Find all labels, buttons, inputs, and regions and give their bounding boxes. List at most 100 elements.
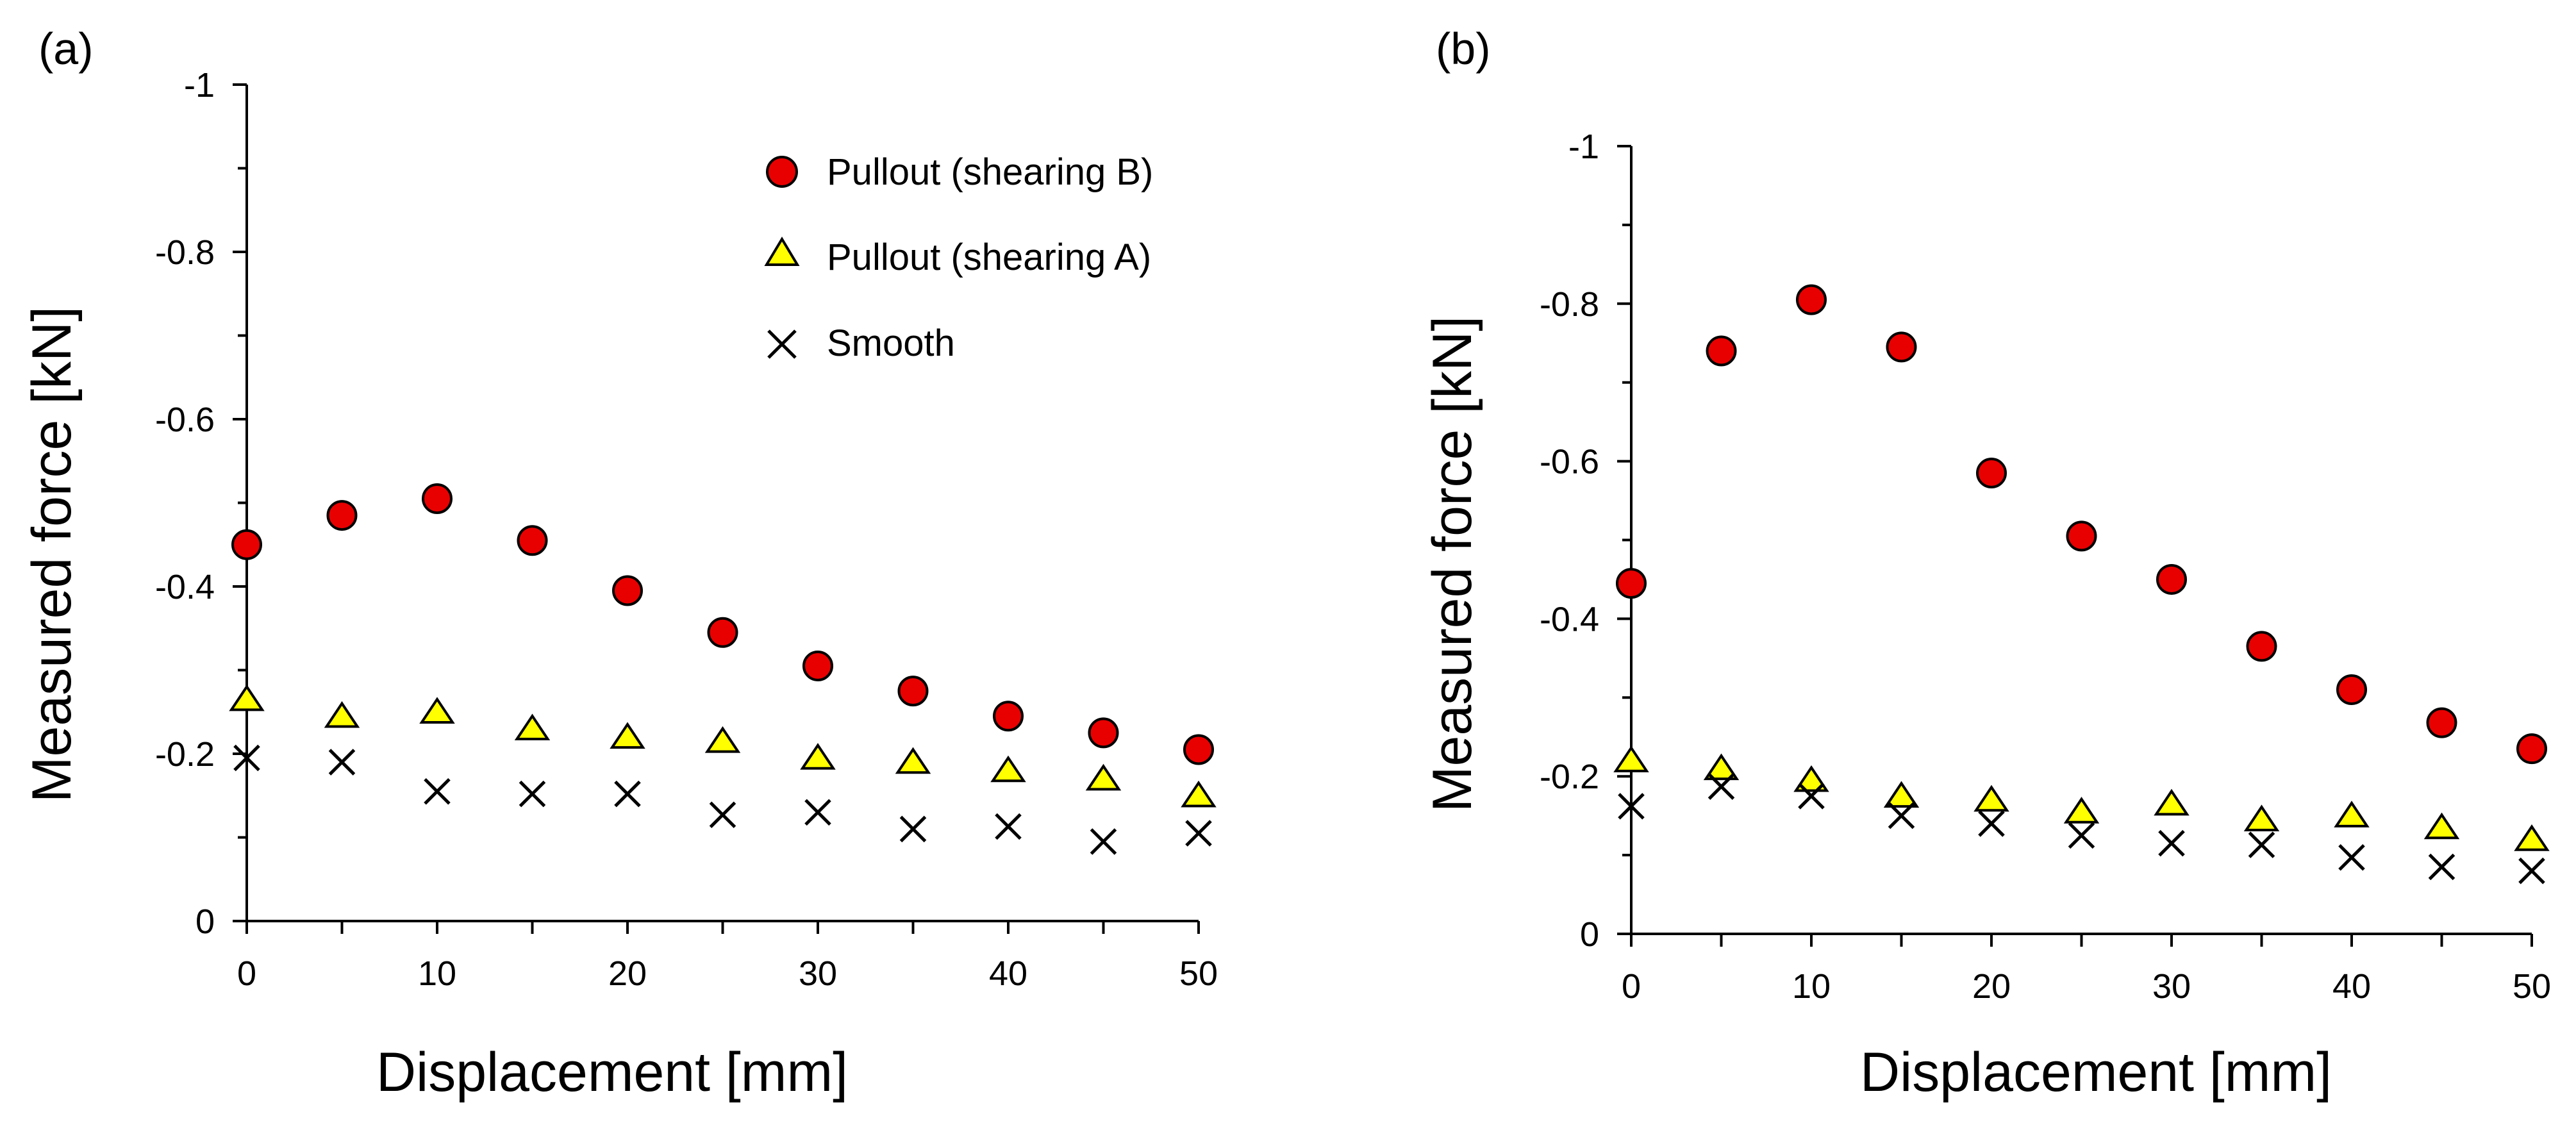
- data-point-smooth: [1888, 802, 1915, 829]
- chart-panel-a: (a) Measured force [kN] Displacement [mm…: [21, 24, 1218, 1103]
- data-point-shearing-a: [610, 722, 645, 749]
- y-tick-label-a: -1: [184, 66, 215, 104]
- data-point-smooth: [328, 749, 356, 776]
- legend-item-shearing-a: Pullout (shearing A): [764, 237, 1151, 278]
- x-tick-label-b: 0: [1622, 967, 1641, 1006]
- x-tick-label-a: 50: [1179, 954, 1218, 993]
- data-point-shearing-b: [231, 529, 262, 560]
- y-tick-label-b: -0.8: [1540, 285, 1599, 324]
- y-tick-label-b: -0.4: [1540, 600, 1599, 638]
- data-point-shearing-b: [2066, 520, 2097, 552]
- data-point-smooth: [2248, 831, 2275, 858]
- y-tick-label-a: -0.6: [155, 401, 215, 439]
- x-tick-label-a: 30: [799, 954, 837, 993]
- x-tick-label-a: 10: [418, 954, 456, 993]
- legend-circle-marker-icon: [766, 156, 798, 188]
- data-point-shearing-b: [1616, 568, 1647, 599]
- data-point-shearing-b: [707, 617, 738, 648]
- legend-item-smooth: Smooth: [767, 322, 955, 364]
- data-point-shearing-a: [2154, 788, 2190, 816]
- data-point-smooth: [2158, 829, 2185, 857]
- data-point-shearing-a: [229, 684, 265, 711]
- data-point-shearing-a: [2243, 804, 2280, 831]
- data-point-smooth: [2338, 844, 2365, 871]
- data-point-shearing-a: [1793, 765, 1829, 792]
- data-point-smooth: [424, 777, 451, 805]
- y-tick-label-b: 0: [1580, 915, 1599, 954]
- data-point-shearing-b: [517, 525, 548, 556]
- data-point-shearing-b: [2426, 707, 2457, 738]
- x-tick-label-b: 50: [2513, 967, 2551, 1006]
- y-tick-label-b: -0.6: [1540, 443, 1599, 481]
- data-marks-b: [1613, 284, 2550, 885]
- data-point-shearing-b: [1796, 284, 1827, 315]
- axes-b: -1 -0.8 -0.6 -0.4 -0.2 00 10 20 30 40 50: [1540, 128, 2551, 1006]
- data-point-shearing-a: [514, 713, 551, 741]
- x-tick-label-b: 40: [2332, 967, 2371, 1006]
- data-point-shearing-b: [422, 483, 453, 514]
- data-point-smooth: [1798, 783, 1825, 810]
- x-tick-label-b: 30: [2152, 967, 2191, 1006]
- y-tick-label-a: -0.8: [155, 233, 215, 272]
- data-point-shearing-b: [2246, 631, 2277, 662]
- x-tick-label-a: 40: [989, 954, 1027, 993]
- data-point-shearing-a: [1181, 780, 1217, 808]
- data-point-shearing-a: [704, 726, 741, 753]
- data-point-shearing-b: [993, 701, 1024, 732]
- y-axis-title-a: Measured force [kN]: [21, 306, 83, 802]
- legend-label-smooth: Smooth: [827, 322, 955, 364]
- panel-label-b: (b): [1436, 24, 1491, 74]
- data-point-shearing-b: [897, 676, 929, 707]
- data-point-shearing-b: [802, 650, 833, 681]
- data-point-shearing-a: [990, 755, 1026, 783]
- data-point-smooth: [519, 780, 546, 808]
- panel-label-a: (a): [38, 24, 94, 74]
- data-point-smooth: [2428, 853, 2456, 881]
- legend-label-shearing-a: Pullout (shearing A): [827, 237, 1151, 278]
- data-point-smooth: [614, 780, 641, 808]
- y-tick-label-b: -0.2: [1540, 758, 1599, 796]
- legend-item-shearing-b: Pullout (shearing B): [766, 151, 1153, 193]
- data-point-shearing-a: [2423, 812, 2460, 840]
- data-point-shearing-a: [1085, 763, 1122, 791]
- data-point-smooth: [1090, 828, 1117, 855]
- legend-triangle-marker-icon: [764, 237, 800, 266]
- data-point-shearing-a: [1883, 781, 1920, 808]
- x-tick-label-a: 20: [608, 954, 647, 993]
- data-point-shearing-a: [2334, 801, 2370, 827]
- data-point-shearing-a: [2514, 824, 2550, 851]
- y-tick-label-a: 0: [195, 902, 215, 941]
- data-point-smooth: [2068, 822, 2095, 849]
- data-point-shearing-a: [1703, 753, 1740, 781]
- x-axis-title-b: Displacement [mm]: [1860, 1042, 2332, 1103]
- x-axis-title-a: Displacement [mm]: [376, 1042, 848, 1103]
- axes-a: -1 -0.8 -0.6 -0.4 -0.2 00 10 20 30 40 50: [155, 66, 1218, 993]
- data-point-shearing-a: [2063, 797, 2100, 824]
- data-point-smooth: [995, 813, 1022, 840]
- data-point-shearing-b: [612, 575, 643, 606]
- data-point-shearing-b: [2336, 674, 2367, 706]
- data-point-smooth: [1185, 820, 1212, 847]
- x-tick-label-b: 10: [1792, 967, 1831, 1006]
- data-point-smooth: [2518, 857, 2545, 885]
- data-point-shearing-b: [1183, 734, 1214, 765]
- data-point-shearing-a: [324, 701, 360, 728]
- x-tick-label-a: 0: [237, 954, 256, 993]
- data-point-shearing-b: [1976, 458, 2007, 489]
- data-point-shearing-a: [1974, 785, 2009, 812]
- data-point-shearing-a: [1613, 745, 1649, 772]
- data-point-smooth: [233, 744, 260, 772]
- data-point-smooth: [804, 799, 831, 826]
- data-point-smooth: [709, 801, 736, 829]
- chart-panel-b: (b) Measured force [kN] Displacement [mm…: [1422, 24, 2551, 1103]
- data-point-shearing-b: [1706, 335, 1737, 367]
- x-tick-label-b: 20: [1972, 967, 2011, 1006]
- data-point-shearing-b: [1088, 717, 1119, 749]
- data-point-smooth: [899, 815, 927, 843]
- data-point-smooth: [1618, 793, 1645, 820]
- y-tick-label-b: -1: [1568, 128, 1599, 166]
- data-point-shearing-b: [326, 500, 358, 531]
- data-point-shearing-a: [895, 747, 931, 774]
- y-axis-title-b: Measured force [kN]: [1422, 316, 1483, 812]
